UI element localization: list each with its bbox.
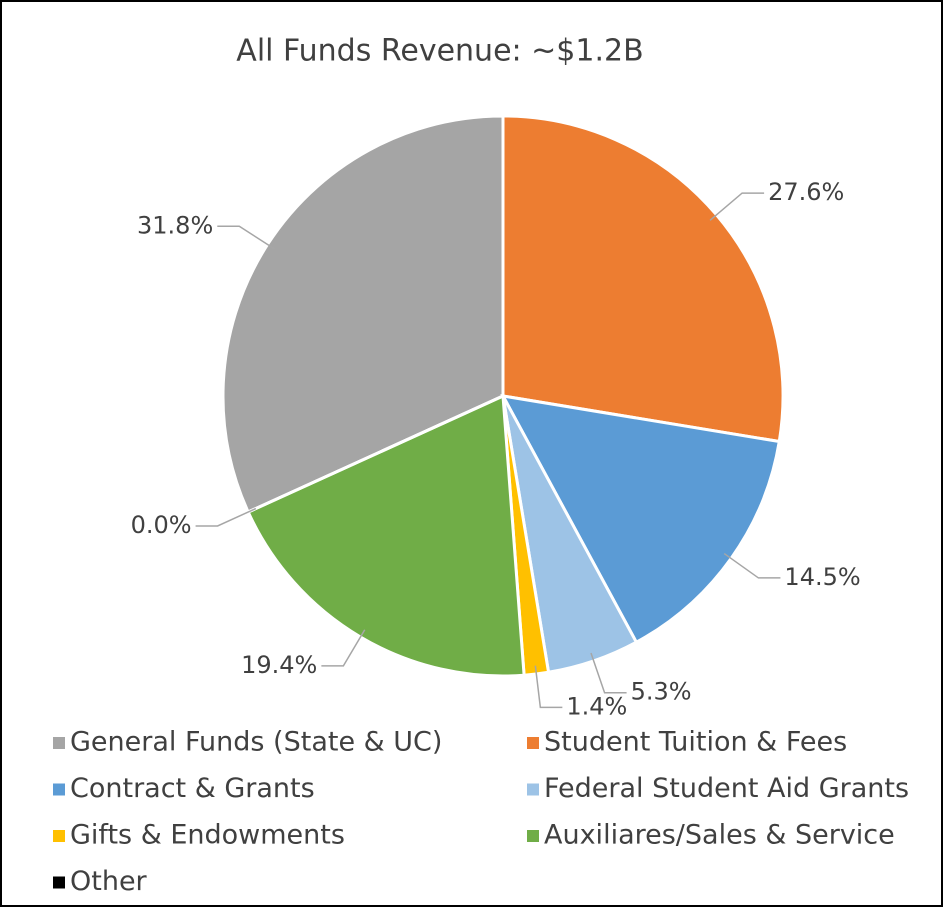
legend-swatch	[527, 830, 539, 842]
leader-line	[217, 225, 276, 250]
legend-swatch	[527, 783, 539, 796]
legend-swatch	[53, 783, 65, 796]
leader-line	[590, 652, 627, 694]
legend-label: Gifts & Endowments	[70, 820, 345, 851]
legend-label: Student Tuition & Fees	[544, 727, 847, 758]
data-label: 31.8%	[137, 211, 213, 239]
data-label: 0.0%	[131, 511, 192, 539]
legend-label: General Funds (State & UC)	[70, 727, 442, 758]
legend-swatch	[53, 737, 65, 749]
chart-title: All Funds Revenue: ~$1.2B	[236, 34, 643, 69]
data-label: 19.4%	[241, 651, 317, 679]
legend-swatch	[53, 876, 65, 889]
legend-swatch	[527, 737, 539, 749]
legend-swatch	[53, 830, 65, 842]
data-label: 27.6%	[768, 178, 844, 206]
leader-line	[195, 507, 257, 527]
leader-line	[321, 629, 366, 667]
legend-label: Other	[70, 866, 148, 897]
data-label: 5.3%	[631, 678, 692, 706]
legend-label: Contract & Grants	[70, 773, 315, 804]
leader-line	[723, 552, 781, 579]
legend-label: Federal Student Aid Grants	[544, 773, 909, 804]
leader-line	[709, 192, 765, 221]
leader-line	[534, 665, 563, 709]
legend-label: Auxiliares/Sales & Service	[544, 820, 895, 851]
data-label: 1.4%	[566, 692, 627, 720]
data-label: 14.5%	[784, 563, 860, 591]
